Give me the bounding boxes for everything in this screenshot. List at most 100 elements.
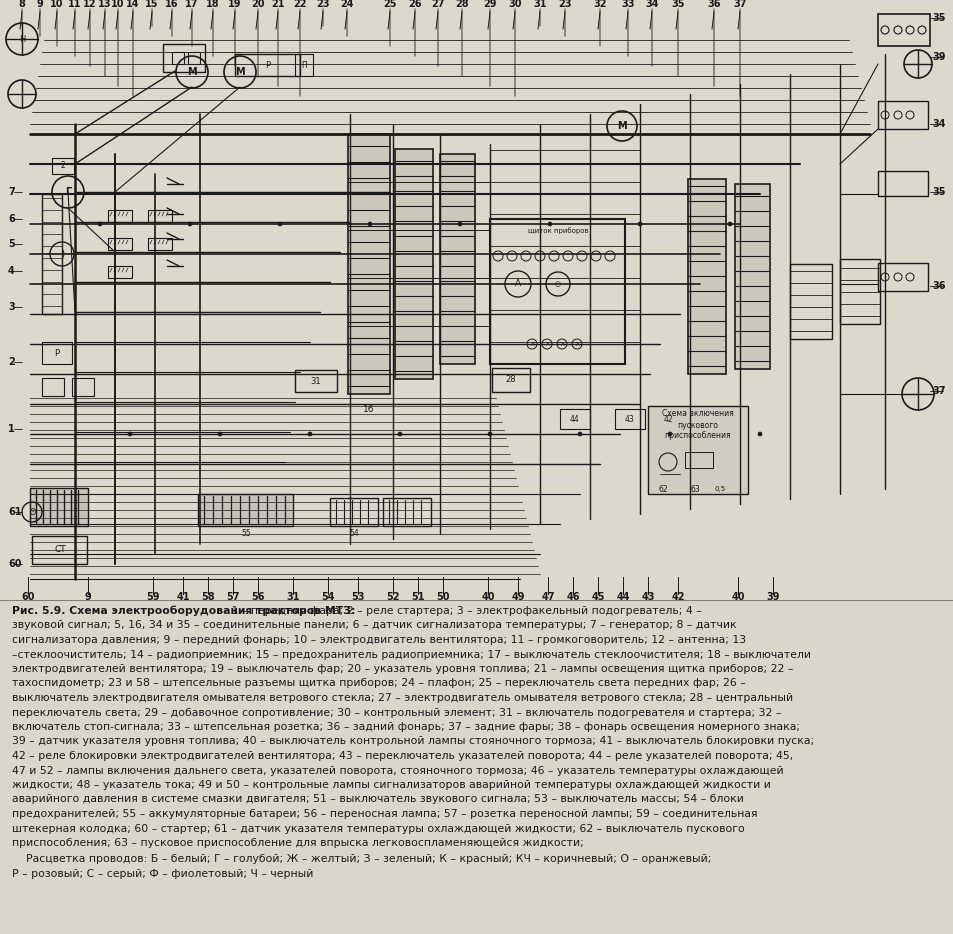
Text: 42 – реле блокировки электродвигателей вентилятора; 43 – переключатель указателе: 42 – реле блокировки электродвигателей в…	[12, 751, 792, 761]
Text: включатель стоп-сигнала; 33 – штепсельная розетка; 36 – задний фонарь; 37 – задн: включатель стоп-сигнала; 33 – штепсельна…	[12, 722, 800, 732]
Text: 60: 60	[21, 592, 34, 602]
Circle shape	[368, 222, 372, 226]
Text: 12: 12	[83, 0, 96, 9]
Circle shape	[758, 432, 761, 436]
Text: 34: 34	[931, 119, 945, 129]
Bar	[655, 411, 679, 429]
Text: 50: 50	[436, 592, 449, 602]
Text: М: М	[187, 67, 196, 77]
Text: 36: 36	[706, 0, 720, 9]
Text: 9: 9	[85, 592, 91, 602]
Text: 61: 61	[8, 507, 22, 517]
Bar	[198, 494, 293, 526]
Text: 62: 62	[658, 485, 667, 493]
Text: 8: 8	[18, 0, 26, 9]
Text: 2: 2	[61, 162, 66, 171]
Circle shape	[98, 222, 102, 226]
Text: переключатель света; 29 – добавочное сопротивление; 30 – контрольный элемент; 31: переключатель света; 29 – добавочное соп…	[12, 707, 781, 717]
Bar	[163, 44, 205, 72]
Text: 17: 17	[185, 0, 198, 9]
Text: пускового: пускового	[677, 420, 718, 430]
Text: CT: CT	[54, 545, 66, 555]
Text: 6: 6	[8, 214, 14, 224]
Text: 23: 23	[315, 0, 330, 9]
Text: 55: 55	[241, 530, 251, 539]
Text: 11: 11	[69, 0, 82, 9]
Bar	[439, 154, 475, 364]
Circle shape	[277, 222, 282, 226]
Text: 3: 3	[8, 302, 14, 312]
Circle shape	[457, 222, 461, 226]
Text: электродвигателей вентилятора; 19 – выключатель фар; 20 – указатель уровня топли: электродвигателей вентилятора; 19 – выкл…	[12, 664, 793, 674]
Bar	[108, 210, 132, 222]
Bar	[877, 263, 927, 291]
Circle shape	[727, 222, 731, 226]
Text: 27: 27	[431, 0, 444, 9]
Text: 56: 56	[251, 592, 265, 602]
Text: 39: 39	[931, 52, 945, 62]
Text: 45: 45	[591, 592, 604, 602]
Text: 39 – датчик указателя уровня топлива; 40 – выключатель контрольной лампы стояноч: 39 – датчик указателя уровня топлива; 40…	[12, 737, 813, 746]
Text: 40: 40	[480, 592, 495, 602]
Text: тахоспидометр; 23 и 58 – штепсельные разъемы щитка приборов; 24 – плафон; 25 – п: тахоспидометр; 23 и 58 – штепсельные раз…	[12, 678, 745, 688]
Bar	[687, 179, 725, 374]
Text: А: А	[515, 279, 520, 289]
Text: 57: 57	[226, 592, 239, 602]
Text: М: М	[617, 121, 626, 131]
Bar	[877, 101, 927, 129]
Bar	[789, 264, 831, 339]
Text: 15: 15	[145, 0, 158, 9]
Bar	[395, 149, 433, 379]
Text: 14: 14	[126, 0, 139, 9]
Text: 31: 31	[533, 0, 546, 9]
Text: 4: 4	[8, 266, 14, 276]
Text: 60: 60	[8, 559, 22, 569]
Text: 40: 40	[731, 592, 744, 602]
Bar	[148, 210, 172, 222]
Text: 39: 39	[765, 592, 779, 602]
Text: 47 и 52 – лампы включения дальнего света, указателей поворота, стояночного тормо: 47 и 52 – лампы включения дальнего света…	[12, 766, 782, 775]
Bar	[30, 488, 88, 526]
Text: выключатель электродвигателя омывателя ветрового стекла; 27 – электродвигатель о: выключатель электродвигателя омывателя в…	[12, 693, 792, 703]
Text: 20: 20	[251, 0, 265, 9]
Text: ⊙: ⊙	[28, 507, 36, 517]
Text: 54: 54	[349, 530, 358, 539]
Text: 28: 28	[455, 0, 468, 9]
Bar	[188, 52, 200, 64]
Circle shape	[667, 432, 671, 436]
Bar	[684, 452, 712, 468]
Text: 25: 25	[383, 0, 396, 9]
Text: 33: 33	[620, 0, 634, 9]
Text: 10: 10	[112, 0, 125, 9]
Text: М: М	[235, 67, 245, 77]
Bar	[0, 600, 953, 934]
Text: 0,5: 0,5	[714, 486, 725, 492]
Text: 37: 37	[733, 0, 746, 9]
Bar	[108, 266, 132, 278]
Text: 36: 36	[931, 281, 945, 291]
Text: П: П	[301, 61, 307, 69]
Text: 13: 13	[98, 0, 112, 9]
Circle shape	[488, 432, 492, 436]
Text: 31: 31	[311, 376, 321, 386]
Text: 2: 2	[8, 357, 14, 367]
Bar	[615, 409, 644, 429]
Bar	[647, 406, 747, 494]
Circle shape	[397, 432, 401, 436]
Circle shape	[188, 222, 192, 226]
Text: 30: 30	[508, 0, 521, 9]
Bar	[382, 498, 431, 526]
Text: ×: ×	[543, 341, 549, 347]
Bar	[490, 219, 624, 364]
Text: 16: 16	[165, 0, 178, 9]
Text: звуковой сигнал; 5, 16, 34 и 35 – соединительные панели; 6 – датчик сигнализатор: звуковой сигнал; 5, 16, 34 и 35 – соедин…	[12, 620, 736, 630]
Text: ): )	[60, 249, 64, 259]
Text: 5: 5	[8, 239, 14, 249]
Text: аварийного давления в системе смазки двигателя; 51 – выключатель звукового сигна: аварийного давления в системе смазки дви…	[12, 795, 743, 804]
Text: 21: 21	[271, 0, 284, 9]
Text: 1 – передняя фара; 2 – реле стартера; 3 – электрофакельный подогреватель; 4 –: 1 – передняя фара; 2 – реле стартера; 3 …	[228, 606, 701, 616]
Circle shape	[638, 222, 641, 226]
Bar	[877, 14, 929, 46]
Text: 16: 16	[363, 404, 375, 414]
Bar	[840, 259, 879, 324]
